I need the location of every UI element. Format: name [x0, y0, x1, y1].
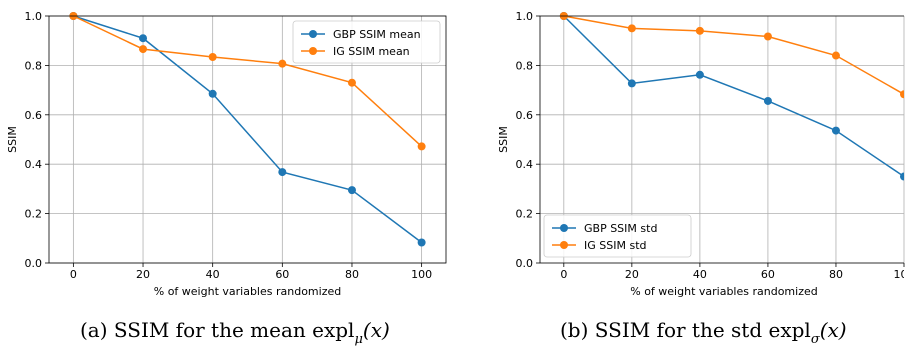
caption-a-prefix: (a) SSIM for the mean expl	[80, 318, 355, 342]
legend-marker	[309, 30, 317, 38]
legend: GBP SSIM std IG SSIM std	[543, 214, 692, 258]
x-tick-label: 100	[894, 268, 908, 281]
x-tick-label: 0	[70, 268, 77, 281]
legend-box	[543, 214, 692, 258]
data-point	[695, 26, 704, 35]
data-point	[347, 186, 356, 195]
y-tick-label: 0.2	[516, 208, 534, 221]
x-tick-label: 80	[345, 268, 359, 281]
legend-box	[292, 20, 441, 64]
y-tick-label: 0.6	[25, 109, 43, 122]
data-point	[900, 90, 904, 99]
x-tick-label: 40	[693, 268, 707, 281]
chart-mean-ssim: 0 20 40 60 80 100 0.0 0.2 0.4 0.6 0.8 1.0 % of weigh…	[6, 10, 447, 298]
data-point	[900, 172, 904, 181]
y-axis-label: SSIM	[6, 126, 19, 153]
y-tick-label: 0.8	[516, 59, 534, 72]
y-tick-label: 0.0	[25, 257, 43, 270]
x-tick-labels: 0 20 40 60 80 100	[70, 268, 432, 281]
data-point	[417, 142, 426, 151]
data-point	[417, 238, 426, 247]
data-point	[208, 89, 217, 98]
caption-a: (a) SSIM for the mean explμ(x)	[80, 318, 390, 347]
data-point	[627, 79, 636, 88]
data-point	[278, 168, 287, 177]
y-tick-label: 0.2	[25, 208, 43, 221]
data-point	[278, 59, 287, 68]
chart-std-ssim: 0 20 40 60 80 100 0.0 0.2 0.4 0.6 0.8 1.0 % of weigh…	[497, 10, 908, 298]
x-axis-label: % of weight variables randomized	[630, 285, 817, 298]
y-tick-label: 0.4	[25, 158, 43, 171]
legend: GBP SSIM mean IG SSIM mean	[292, 20, 441, 64]
axes-frame	[539, 15, 904, 264]
x-tick-label: 40	[206, 268, 220, 281]
data-point	[139, 34, 148, 43]
data-point	[347, 78, 356, 87]
data-point	[831, 126, 840, 135]
y-tick-label: 1.0	[516, 10, 534, 23]
x-tick-label: 20	[625, 268, 639, 281]
series-line-ig-ssim-std	[563, 15, 904, 95]
x-tick-label: 80	[829, 268, 843, 281]
legend-marker	[560, 241, 568, 249]
series-line-ig-ssim-mean	[73, 15, 423, 147]
data-point	[831, 51, 840, 60]
legend-label: IG SSIM std	[584, 239, 647, 252]
y-tick-label: 1.0	[25, 10, 43, 23]
caption-b: (b) SSIM for the std explσ(x)	[560, 318, 847, 347]
legend-label: IG SSIM mean	[333, 45, 410, 58]
data-point	[139, 45, 148, 54]
x-tick-label: 60	[761, 268, 775, 281]
legend-label: GBP SSIM std	[584, 222, 657, 235]
caption-b-prefix: (b) SSIM for the std expl	[560, 318, 811, 342]
caption-b-suffix: (x)	[819, 318, 847, 342]
x-tick-label: 100	[411, 268, 432, 281]
x-tick-label: 0	[560, 268, 567, 281]
legend-label: GBP SSIM mean	[333, 28, 421, 41]
y-tick-label: 0.8	[25, 59, 43, 72]
caption-a-subscript: μ	[354, 332, 363, 347]
data-point	[763, 96, 772, 105]
series-layer	[69, 12, 426, 247]
data-point	[695, 70, 704, 79]
series-line-gbp-ssim-mean	[73, 15, 423, 244]
series-line-gbp-ssim-std	[563, 15, 904, 178]
y-axis-label: SSIM	[497, 126, 510, 153]
data-point	[763, 32, 772, 41]
x-tick-label: 60	[275, 268, 289, 281]
y-tick-label: 0.0	[516, 257, 534, 270]
y-tick-label: 0.6	[516, 109, 534, 122]
legend-marker	[309, 47, 317, 55]
axes-frame	[48, 15, 447, 264]
caption-b-subscript: σ	[810, 332, 820, 347]
series-layer	[559, 12, 904, 181]
x-axis-label: % of weight variables randomized	[154, 285, 341, 298]
x-tick-labels: 0 20 40 60 80 100	[560, 268, 908, 281]
caption-a-suffix: (x)	[362, 318, 390, 342]
data-point	[627, 24, 636, 33]
data-point	[208, 53, 217, 62]
y-tick-label: 0.4	[516, 158, 534, 171]
x-tick-label: 20	[136, 268, 150, 281]
legend-marker	[560, 224, 568, 232]
